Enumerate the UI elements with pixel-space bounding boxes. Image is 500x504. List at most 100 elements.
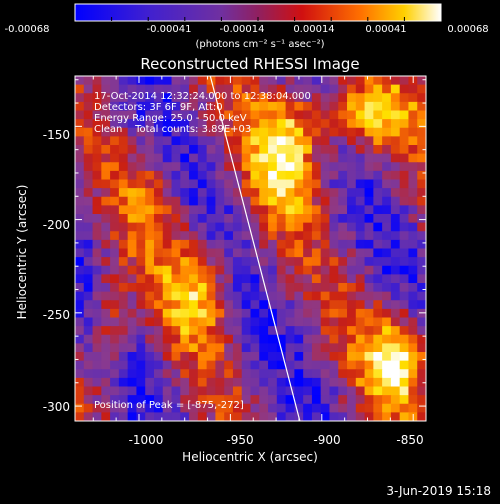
image-pixel <box>259 386 269 396</box>
image-pixel <box>285 239 295 250</box>
image-pixel <box>347 274 357 284</box>
image-pixel <box>224 308 234 319</box>
image-pixel <box>232 403 243 413</box>
image-pixel <box>268 170 278 181</box>
image-pixel <box>329 214 339 224</box>
image-pixel <box>364 343 374 353</box>
image-pixel <box>180 222 190 232</box>
image-pixel <box>145 205 155 215</box>
image-pixel <box>75 274 85 284</box>
image-pixel <box>232 395 243 405</box>
image-pixel <box>127 274 138 284</box>
image-pixel <box>390 326 401 336</box>
image-pixel <box>373 300 383 310</box>
image-pixel <box>373 136 383 146</box>
image-pixel <box>162 412 173 421</box>
image-pixel <box>364 136 374 146</box>
image-pixel <box>417 110 426 120</box>
image-pixel <box>276 196 287 206</box>
image-pixel <box>347 76 357 86</box>
image-pixel <box>276 93 287 103</box>
image-pixel <box>338 248 348 258</box>
image-pixel <box>206 274 217 284</box>
image-pixel <box>373 119 383 129</box>
image-pixel <box>417 239 426 250</box>
image-pixel <box>311 386 322 396</box>
image-pixel <box>75 257 85 267</box>
image-pixel <box>338 403 348 413</box>
image-pixel <box>276 205 287 215</box>
image-pixel <box>75 403 85 413</box>
colorbar-ticks <box>111 17 405 21</box>
image-pixel <box>101 93 111 103</box>
image-pixel <box>250 136 260 146</box>
image-pixel <box>382 265 392 275</box>
image-pixel <box>329 110 339 120</box>
image-pixel <box>259 110 269 120</box>
image-pixel <box>276 76 287 86</box>
image-pixel <box>294 274 304 284</box>
image-pixel <box>189 84 199 94</box>
image-pixel <box>303 403 313 413</box>
image-pixel <box>329 76 339 86</box>
image-pixel <box>153 300 164 310</box>
image-pixel <box>75 205 85 215</box>
image-pixel <box>355 291 366 301</box>
image-pixel <box>355 136 366 146</box>
image-pixel <box>206 265 217 275</box>
image-pixel <box>241 119 252 129</box>
image-pixel <box>382 317 392 327</box>
image-pixel <box>250 76 260 86</box>
image-pixel <box>399 257 410 267</box>
image-pixel <box>232 257 243 267</box>
info-line-energy-range: Energy Range: 25.0 - 50.0 keV <box>94 113 247 124</box>
image-pixel <box>241 291 252 301</box>
image-pixel <box>268 179 278 189</box>
image-pixel <box>127 196 138 206</box>
image-pixel <box>417 145 426 155</box>
image-pixel <box>101 386 111 396</box>
image-pixel <box>118 265 129 275</box>
image-pixel <box>364 179 374 189</box>
image-pixel <box>259 352 269 362</box>
image-pixel <box>355 153 366 163</box>
image-pixel <box>241 231 252 241</box>
image-pixel <box>162 205 173 215</box>
image-pixel <box>136 308 146 319</box>
image-pixel <box>110 153 120 163</box>
image-pixel <box>399 145 410 155</box>
image-pixel <box>136 239 146 250</box>
image-pixel <box>294 308 304 319</box>
image-pixel <box>276 222 287 232</box>
image-pixel <box>268 153 278 163</box>
image-pixel <box>162 386 173 396</box>
image-pixel <box>303 274 313 284</box>
image-pixel <box>189 403 199 413</box>
image-pixel <box>92 153 102 163</box>
image-pixel <box>285 205 295 215</box>
image-pixel <box>373 369 383 379</box>
image-pixel <box>215 231 225 241</box>
image-pixel <box>75 360 85 370</box>
image-pixel <box>180 377 190 388</box>
image-pixel <box>75 145 85 155</box>
image-pixel <box>320 334 331 344</box>
image-pixel <box>338 188 348 198</box>
image-pixel <box>145 76 155 86</box>
image-pixel <box>390 222 401 232</box>
image-pixel <box>153 110 164 120</box>
image-pixel <box>268 257 278 267</box>
image-pixel <box>171 205 181 215</box>
colorbar-tick-label-3: 0.00014 <box>293 24 334 35</box>
image-pixel <box>153 196 164 206</box>
image-pixel <box>215 179 225 189</box>
image-pixel <box>189 395 199 405</box>
image-pixel <box>382 352 392 362</box>
image-pixel <box>189 196 199 206</box>
image-pixel <box>311 93 322 103</box>
image-pixel <box>215 291 225 301</box>
image-pixel <box>153 360 164 370</box>
image-pixel <box>127 93 138 103</box>
image-pixel <box>75 136 85 146</box>
image-pixel <box>75 283 85 293</box>
